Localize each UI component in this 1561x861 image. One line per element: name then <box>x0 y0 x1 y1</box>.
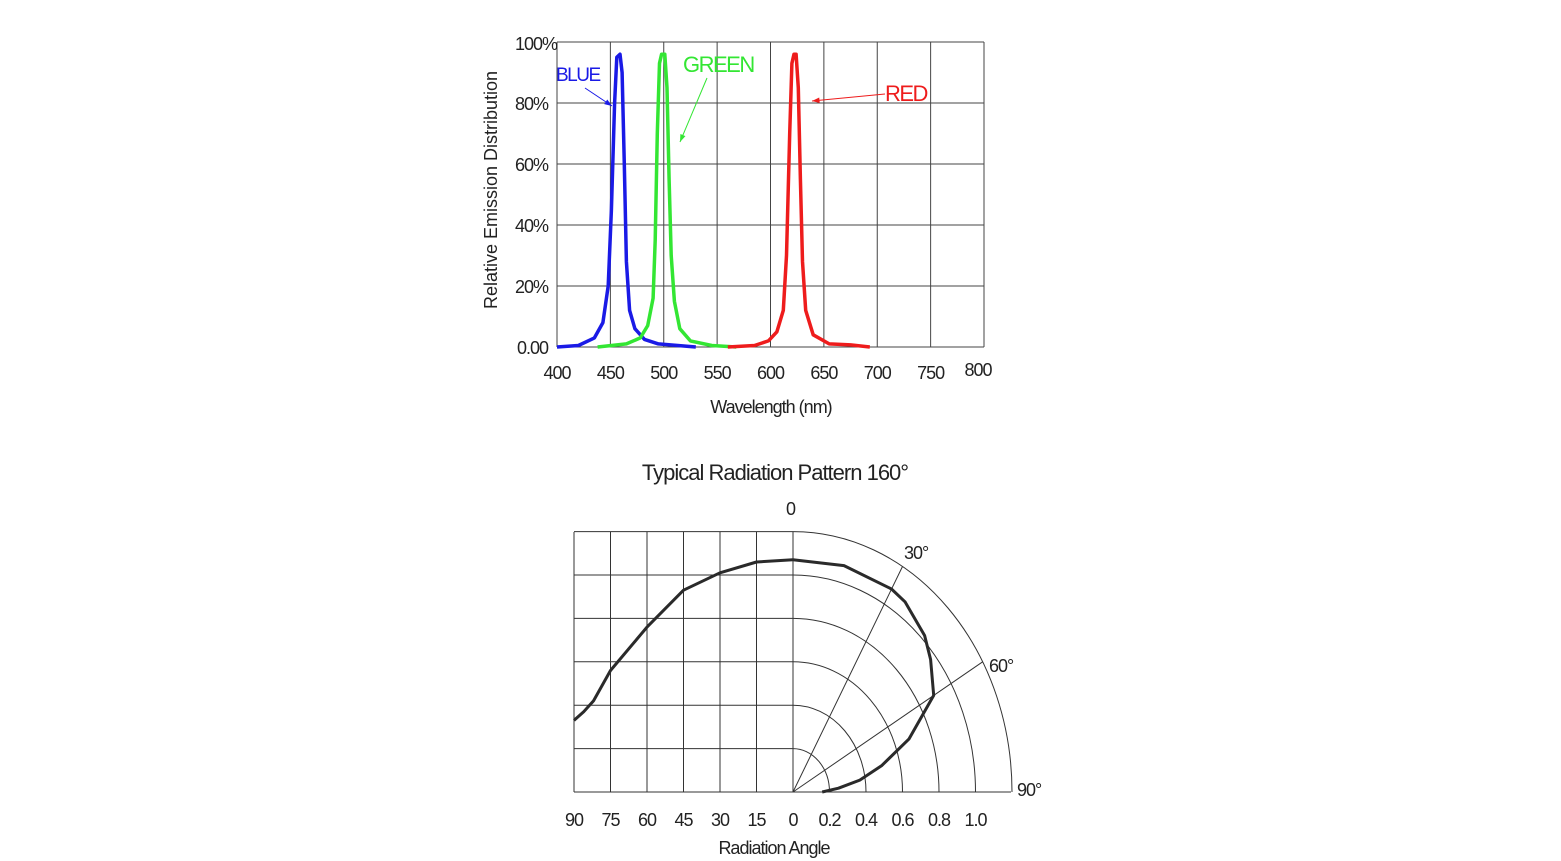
y-axis-label: Relative Emission Distribution <box>481 71 501 309</box>
y-tick-label: 80% <box>515 94 549 114</box>
x-axis-label: Wavelength (nm) <box>710 397 831 417</box>
x-tick-label: 600 <box>757 363 785 383</box>
legend-arrow-red <box>811 93 886 102</box>
x-tick-label: 45 <box>674 810 693 830</box>
x-tick-label: 60 <box>638 810 657 830</box>
radiation-curve-left <box>572 558 794 722</box>
angle-label-90: 90° <box>1017 780 1042 800</box>
x-tick-label: 0.8 <box>928 810 951 830</box>
x-tick-label: 1.0 <box>964 810 987 830</box>
x-tick-label: 400 <box>543 363 571 383</box>
legend-label-green: GREEN <box>683 52 754 77</box>
x-tick-label: 0.4 <box>855 810 878 830</box>
radial-line-60 <box>792 661 983 793</box>
y-tick-label: 40% <box>515 216 549 236</box>
polar-ring <box>792 661 903 793</box>
arrowhead-icon <box>812 97 820 104</box>
emission-spectrum-chart: 400 450 500 550 600 650 700 750 800 0.00 20% 40% 60%… <box>481 34 993 417</box>
arrowhead-icon <box>680 134 686 142</box>
x-tick-label: 500 <box>650 363 678 383</box>
x-tick-label: 450 <box>597 363 625 383</box>
arrowhead-icon <box>604 99 612 106</box>
x-tick-label: 15 <box>747 810 766 830</box>
legend-label-red: RED <box>885 81 928 106</box>
x-tick-label: 0.6 <box>891 810 914 830</box>
radiation-pattern-chart: Typical Radiation Pattern 160° 0 90 75 60 45 3… <box>565 460 1043 858</box>
radiation-curve-polar <box>792 558 936 794</box>
angle-label-30: 30° <box>904 543 929 563</box>
polar-ring <box>792 574 976 793</box>
series-line-blue <box>556 52 696 349</box>
legend-label-blue: BLUE <box>556 65 600 86</box>
x-tick-label: 700 <box>864 363 892 383</box>
chart-title: Typical Radiation Pattern 160° <box>642 460 908 485</box>
x-tick-label: 75 <box>601 810 620 830</box>
polar-ring <box>792 704 867 793</box>
polar-ring <box>792 531 1013 793</box>
radial-line-30 <box>792 566 903 793</box>
x-tick-label: 90 <box>565 810 584 830</box>
y-tick-label: 60% <box>515 155 549 175</box>
y-tick-label: 100% <box>515 34 558 54</box>
polar-ring <box>792 617 940 793</box>
top-zero-label: 0 <box>786 499 796 519</box>
series-line-red <box>727 52 870 349</box>
series-line-green <box>597 52 737 349</box>
angle-label-60: 60° <box>989 656 1014 676</box>
polar-ring <box>792 748 830 793</box>
x-tick-label: 800 <box>964 360 992 380</box>
x-tick-label: 550 <box>704 363 732 383</box>
x-tick-label: 650 <box>810 363 838 383</box>
legend-arrow-green <box>679 77 708 143</box>
x-tick-label: 750 <box>917 363 945 383</box>
x-tick-label: 0 <box>788 810 798 830</box>
x-tick-label: 30 <box>711 810 730 830</box>
x-axis-label: Radiation Angle <box>718 838 830 858</box>
x-tick-label: 0.2 <box>818 810 841 830</box>
y-tick-label: 0.00 <box>517 338 549 358</box>
y-tick-label: 20% <box>515 277 549 297</box>
